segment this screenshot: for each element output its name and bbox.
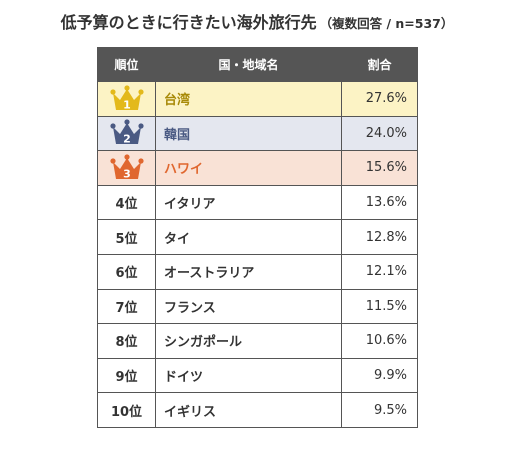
crown-rank-number: 3 [123,167,131,180]
table-row: 2 韓国 24.0% [97,115,418,152]
table-header-row: 順位 国・地域名 割合 [97,47,418,82]
table-row: 8位 シンガポール 10.6% [97,323,418,359]
crown-jewel [137,89,144,95]
country-cell: フランス [155,288,342,325]
rank-cell: 6位 [97,253,156,290]
crown-shape [112,157,141,179]
percentage-cell: 10.6% [341,323,418,359]
title-subtitle: （複数回答 / n=537） [319,16,454,31]
country-cell: 台湾 [155,81,342,117]
ranking-table: 順位 国・地域名 割合 1 台湾 27.6% 2 韓国 24.0% 3 ハワイ 15.6% 4位イ… [97,47,418,428]
country-cell: 韓国 [155,115,342,152]
table-body: 1 台湾 27.6% 2 韓国 24.0% 3 ハワイ 15.6% 4位 イタリア 13.6% 5位 タイ… [97,81,418,428]
table-row: 4位 イタリア 13.6% [97,184,418,221]
rank-cell: 10位 [97,392,156,428]
header-percentage: 割合 [341,47,418,82]
table-row: 1 台湾 27.6% [97,81,418,117]
crown-jewel [123,85,130,91]
country-cell: タイ [155,219,342,255]
crown-icon: 2 [109,119,144,146]
title-main: 低予算のときに行きたい海外旅行先 [60,13,317,32]
crown-jewel [137,158,144,164]
table-row: 9位 ドイツ 9.9% [97,357,418,394]
crown-jewel [109,89,116,95]
table-row: 10位 イギリス 9.5% [97,392,418,428]
rank-cell: 9位 [97,357,156,394]
crown-shape [112,123,141,145]
rank-cell: 1 [97,81,156,117]
crown-jewel [123,119,130,125]
percentage-cell: 24.0% [341,115,418,152]
percentage-cell: 15.6% [341,150,418,186]
percentage-cell: 9.9% [341,357,418,394]
crown-icon: 3 [109,154,144,180]
crown-jewel [137,123,144,129]
rank-cell: 8位 [97,323,156,359]
country-cell: ハワイ [155,150,342,186]
header-country: 国・地域名 [155,47,342,82]
rank-cell: 7位 [97,288,156,325]
table-row: 7位 フランス 11.5% [97,288,418,325]
table-row: 3 ハワイ 15.6% [97,150,418,186]
country-cell: イギリス [155,392,342,428]
header-rank: 順位 [97,47,156,82]
percentage-cell: 12.8% [341,219,418,255]
country-cell: イタリア [155,184,342,221]
percentage-cell: 13.6% [341,184,418,221]
country-cell: ドイツ [155,357,342,394]
rank-cell: 2 [97,115,156,152]
rank-cell: 3 [97,150,156,186]
crown-icon: 1 [109,85,144,111]
crown-jewel [109,123,116,129]
crown-rank-number: 1 [123,98,131,111]
crown-rank-number: 2 [123,133,131,146]
rank-cell: 5位 [97,219,156,255]
percentage-cell: 27.6% [341,81,418,117]
crown-jewel [123,154,130,160]
country-cell: シンガポール [155,323,342,359]
country-cell: オーストラリア [155,253,342,290]
rank-cell: 4位 [97,184,156,221]
percentage-cell: 11.5% [341,288,418,325]
ranking-table-wrap: 順位 国・地域名 割合 1 台湾 27.6% 2 韓国 24.0% 3 ハワイ 15.6% 4位イ… [97,47,418,428]
percentage-cell: 12.1% [341,253,418,290]
table-row: 5位 タイ 12.8% [97,219,418,255]
percentage-cell: 9.5% [341,392,418,428]
chart-title: 低予算のときに行きたい海外旅行先 （複数回答 / n=537） [0,9,514,33]
table-row: 6位 オーストラリア 12.1% [97,253,418,290]
crown-shape [112,88,141,110]
crown-jewel [109,158,116,164]
